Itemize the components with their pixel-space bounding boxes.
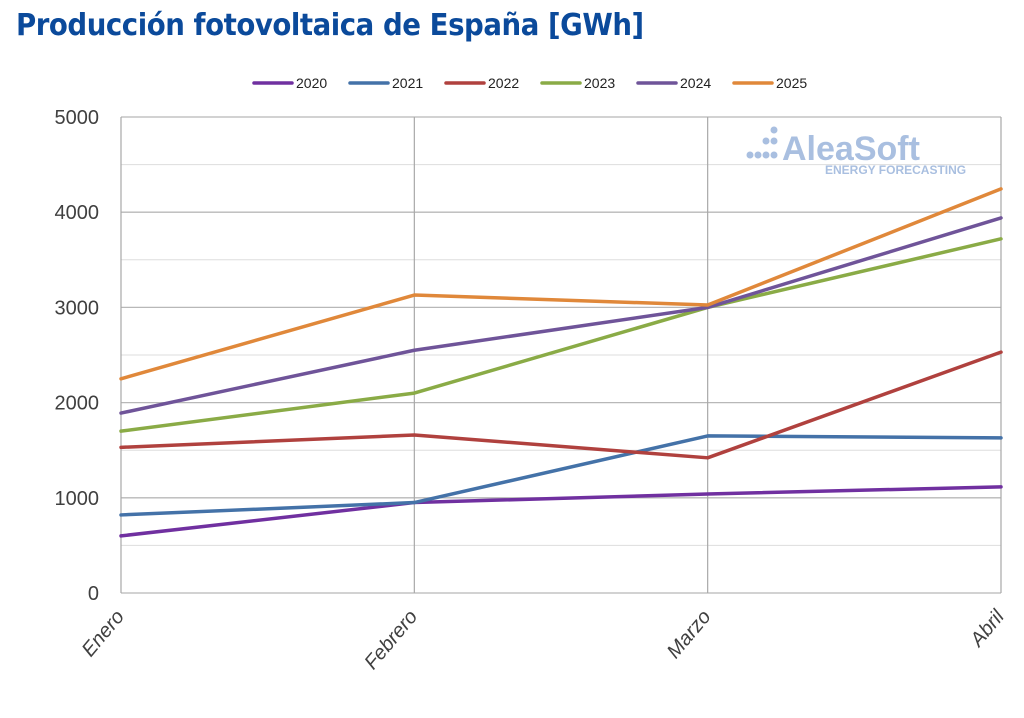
series-line-2024 xyxy=(119,216,1003,415)
legend-label-2021: 2021 xyxy=(392,75,423,91)
axes: 0 1000 2000 3000 4000 5000 Enero Febrero Marzo Ab… xyxy=(55,107,1010,674)
series-lines xyxy=(119,187,1003,538)
x-tick-label: Marzo xyxy=(663,606,716,663)
legend-label-2024: 2024 xyxy=(680,75,711,91)
y-tick-label: 3000 xyxy=(55,297,100,319)
y-tick-label: 5000 xyxy=(55,107,100,129)
legend-label-2022: 2022 xyxy=(488,75,519,91)
watermark-tagline: ENERGY FORECASTING xyxy=(825,163,966,177)
dots-icon xyxy=(746,126,778,159)
watermark-logo: AleaSoft ENERGY FORECASTING xyxy=(746,126,966,177)
watermark-brand: AleaSoft xyxy=(782,130,920,168)
series-line-2021 xyxy=(119,434,1003,517)
series-line-2022 xyxy=(119,350,1003,460)
x-tick-label: Abril xyxy=(966,606,1010,652)
legend: 2020 2021 2022 2023 2024 2025 xyxy=(252,75,807,91)
series-line-2020 xyxy=(119,485,1003,538)
y-tick-label: 2000 xyxy=(55,393,100,415)
legend-label-2025: 2025 xyxy=(776,75,807,91)
chart-title: Producción fotovoltaica de España [GWh] xyxy=(16,8,644,43)
x-tick-label: Enero xyxy=(78,606,129,661)
x-tick-label: Febrero xyxy=(360,606,422,674)
y-tick-label: 0 xyxy=(88,583,99,605)
legend-label-2023: 2023 xyxy=(584,75,615,91)
y-tick-label: 4000 xyxy=(55,202,100,224)
legend-label-2020: 2020 xyxy=(296,75,327,91)
series-line-2023 xyxy=(119,237,1003,433)
y-tick-label: 1000 xyxy=(55,488,100,510)
series-line-2025 xyxy=(119,187,1003,381)
